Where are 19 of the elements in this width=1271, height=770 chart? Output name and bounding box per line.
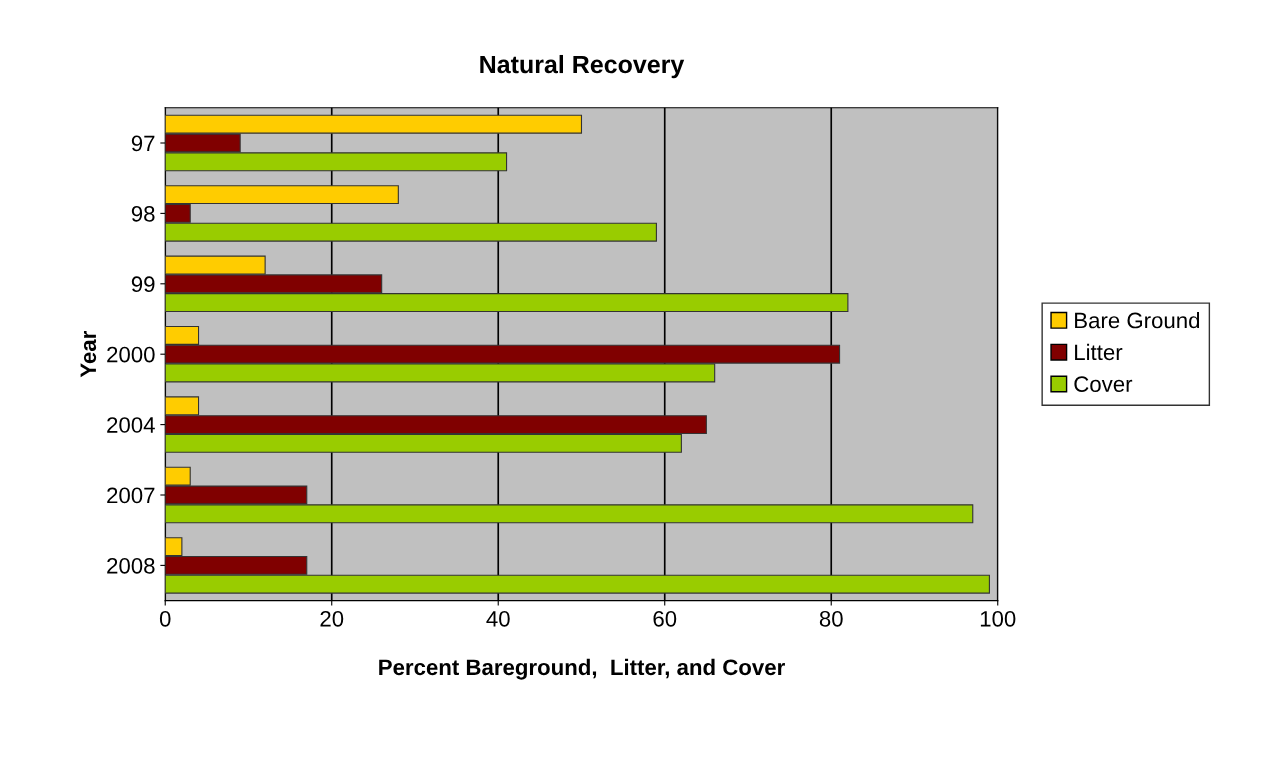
x-tick-label: 80	[819, 610, 843, 627]
legend-label: Cover	[1074, 376, 1133, 392]
x-tick-label: 100	[980, 610, 1016, 627]
y-tick-label: 97	[131, 135, 155, 152]
y-tick-label: 2008	[107, 557, 155, 574]
y-tick-label: 99	[131, 276, 155, 293]
y-tick-label: 2004	[107, 417, 155, 433]
x-tick-label: 60	[653, 610, 677, 627]
x-axis-title: Percent Bareground, Litter, and Cover	[379, 658, 785, 680]
y-tick-label: 98	[131, 205, 155, 222]
x-tick-label: 0	[159, 610, 171, 627]
x-tick-label: 40	[486, 610, 510, 627]
y-tick-label: 2000	[107, 346, 155, 363]
legend-label: Bare Ground	[1075, 312, 1200, 329]
x-tick-label: 20	[320, 610, 344, 627]
legend-label: Litter	[1075, 343, 1123, 361]
chart-title: Natural Recovery	[480, 54, 685, 79]
y-tick-label: 2007	[107, 487, 155, 504]
y-axis-title: Year	[80, 331, 97, 378]
